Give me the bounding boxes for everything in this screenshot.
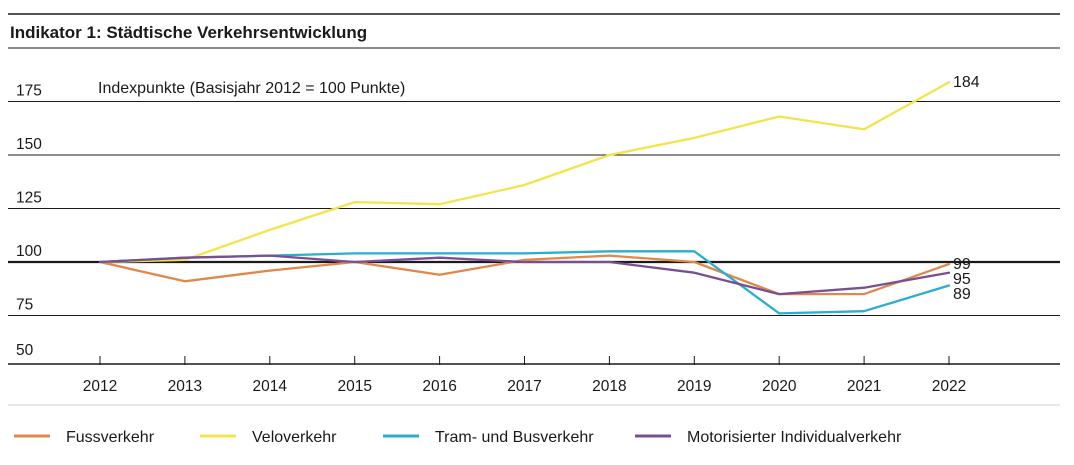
end-label-0: 99 <box>953 256 971 273</box>
end-label-2: 89 <box>953 286 971 303</box>
x-tick-label: 2016 <box>422 378 456 395</box>
x-tick-label: 2021 <box>847 378 881 395</box>
x-tick-label: 2017 <box>507 378 541 395</box>
x-tick-label: 2015 <box>337 378 371 395</box>
legend-label-3: Motorisierter Individualverkehr <box>687 429 902 446</box>
series-line-0 <box>98 254 951 296</box>
x-tick-label: 2018 <box>592 378 626 395</box>
y-tick-label: 75 <box>16 297 33 314</box>
legend-label-0: Fussverkehr <box>66 429 155 446</box>
legend-label-1: Veloverkehr <box>252 429 337 446</box>
chart-subtitle: Indexpunkte (Basisjahr 2012 = 100 Punkte… <box>98 80 405 97</box>
x-tick-label: 2012 <box>83 378 117 395</box>
y-tick-label: 125 <box>16 190 42 207</box>
x-tick-label: 2019 <box>677 378 711 395</box>
legend-label-2: Tram- und Busverkehr <box>435 429 594 446</box>
end-label-3: 95 <box>953 271 971 288</box>
x-axis-ticks: 2012 2013 2014 2015 2016 2017 2018 2019 2020 2021… <box>83 356 966 395</box>
x-tick-label: 2022 <box>932 378 966 395</box>
legend: Fussverkehr Veloverkehr Tram- und Busverke… <box>14 429 902 446</box>
chart-title: Indikator 1: Städtische Verkehrsentwickl… <box>10 23 367 42</box>
y-tick-label: 150 <box>16 136 42 153</box>
series-line-1 <box>98 81 951 264</box>
y-tick-label: 100 <box>16 243 42 260</box>
x-tick-label: 2013 <box>168 378 202 395</box>
series-lines <box>98 81 951 315</box>
x-tick-label: 2020 <box>762 378 797 395</box>
y-tick-label: 50 <box>16 342 34 359</box>
grid-lines <box>8 101 1060 365</box>
series-line-3 <box>98 254 951 296</box>
y-tick-label: 175 <box>16 83 42 100</box>
x-tick-label: 2014 <box>253 378 288 395</box>
y-axis-ticks: 50 75 100 125 150 175 <box>16 83 42 360</box>
end-label-1: 184 <box>953 74 980 91</box>
